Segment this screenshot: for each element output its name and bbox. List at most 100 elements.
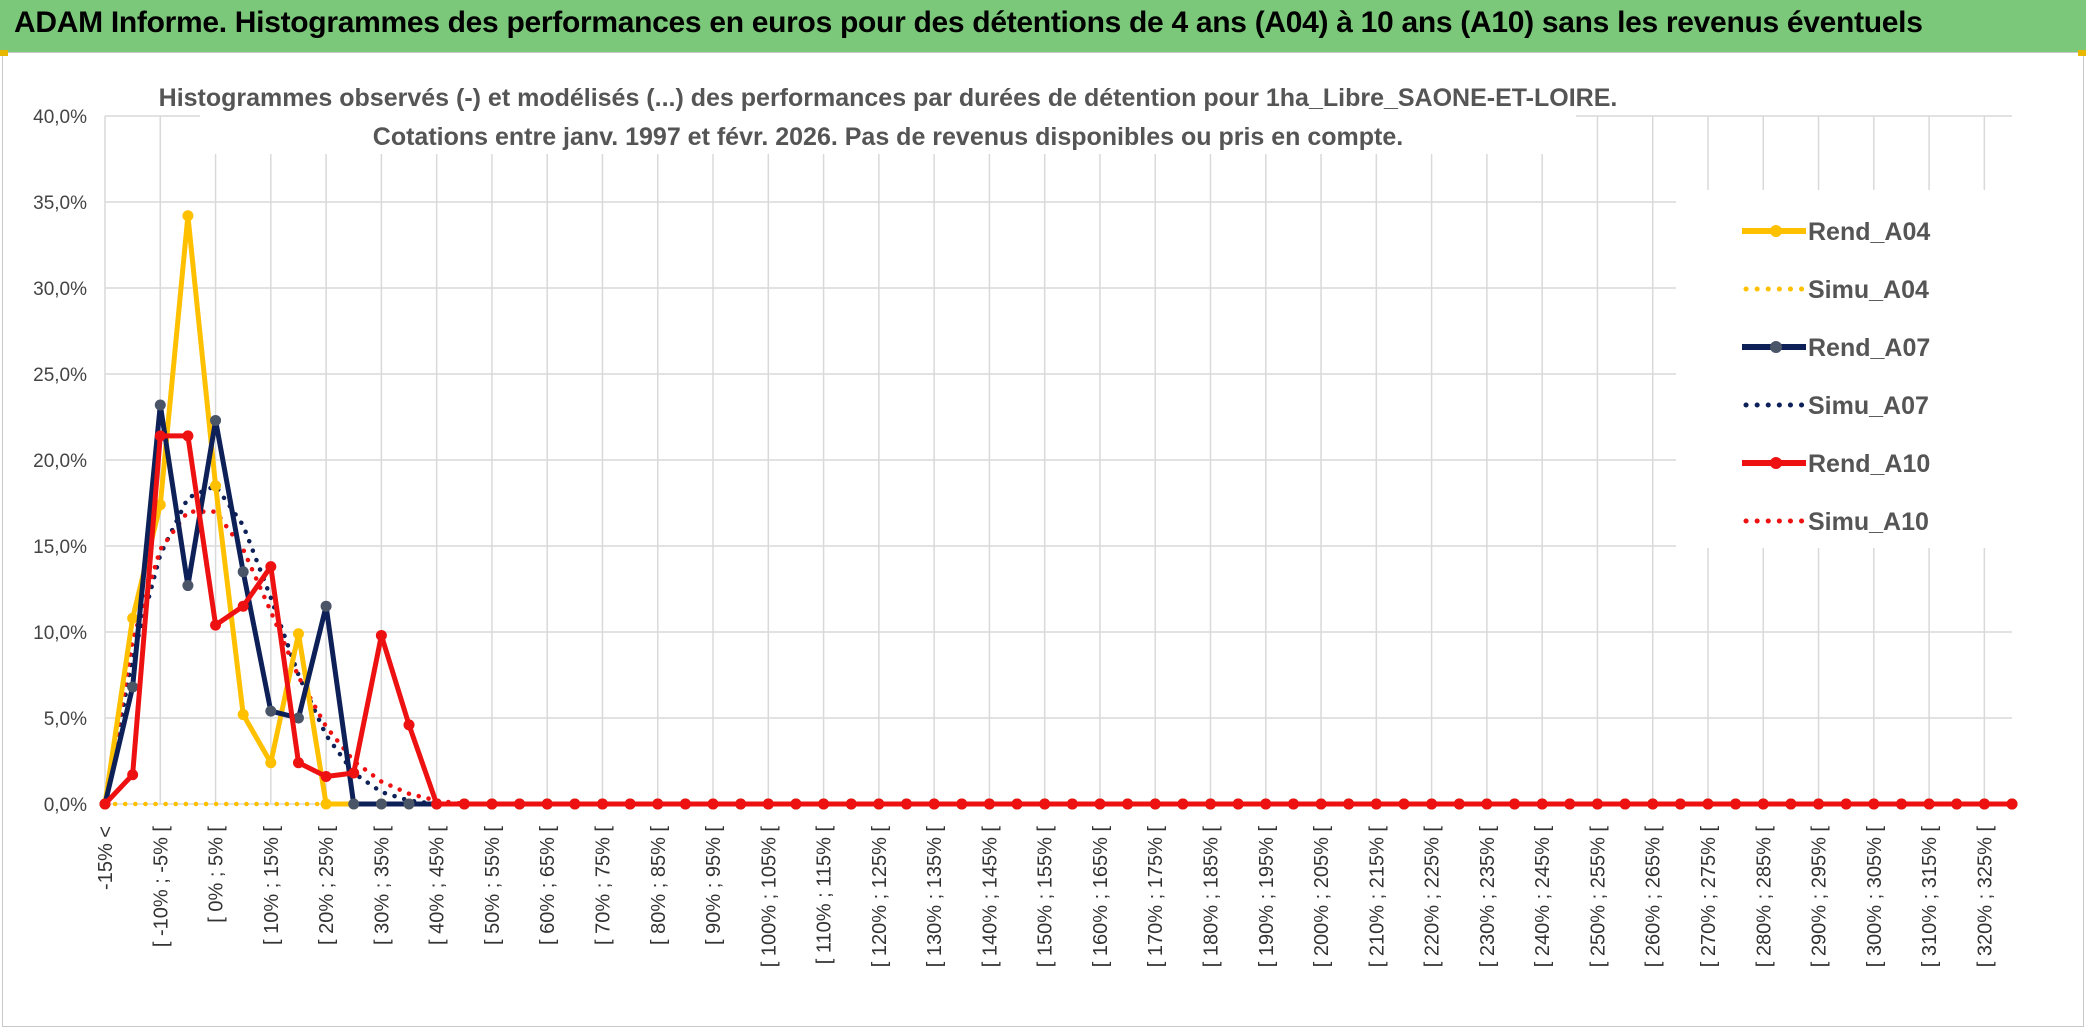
x-tick-label: [ 70% ; 75% [ bbox=[592, 826, 614, 945]
data-point bbox=[1315, 798, 1327, 810]
x-tick-label: [ 300% ; 305% [ bbox=[1864, 826, 1886, 968]
data-point bbox=[210, 619, 222, 631]
data-point bbox=[237, 709, 249, 721]
x-tick-label: [ 140% ; 145% [ bbox=[979, 826, 1001, 968]
x-tick-label: [ 120% ; 125% [ bbox=[869, 826, 891, 968]
data-point bbox=[1951, 798, 1963, 810]
data-point bbox=[127, 681, 139, 693]
data-point bbox=[320, 798, 332, 810]
x-tick-label: [ 290% ; 295% [ bbox=[1809, 826, 1831, 968]
data-point bbox=[1564, 798, 1576, 810]
data-point bbox=[127, 612, 139, 624]
data-point bbox=[514, 798, 526, 810]
legend-marker bbox=[1770, 341, 1782, 353]
data-point bbox=[1011, 798, 1023, 810]
legend-label: Simu_A10 bbox=[1808, 508, 1929, 536]
x-tick-label: [ 100% ; 105% [ bbox=[758, 826, 780, 968]
x-tick-label: [ 160% ; 165% [ bbox=[1090, 826, 1112, 968]
y-tick-label: 10,0% bbox=[33, 623, 87, 644]
x-tick-label: [ 280% ; 285% [ bbox=[1753, 826, 1775, 968]
data-point bbox=[348, 798, 360, 810]
data-point bbox=[1702, 798, 1714, 810]
data-point bbox=[624, 798, 636, 810]
data-point bbox=[99, 798, 111, 810]
data-point bbox=[1260, 798, 1272, 810]
x-tick-label: -15% < bbox=[95, 826, 117, 890]
series-line-rend_a10 bbox=[103, 433, 2012, 807]
data-point bbox=[1426, 798, 1438, 810]
data-point bbox=[292, 757, 304, 769]
legend: Rend_A04 Simu_A04 Rend_A07 Simu_A07 Rend_A10… bbox=[1742, 218, 1930, 536]
data-point bbox=[1149, 798, 1161, 810]
y-tick-label: 15,0% bbox=[33, 537, 87, 558]
x-tick-label: [ 40% ; 45% [ bbox=[427, 826, 449, 945]
data-point bbox=[873, 798, 885, 810]
legend-label: Simu_A07 bbox=[1808, 392, 1929, 420]
report-banner: ADAM Informe. Histogrammes des performan… bbox=[0, 0, 2086, 54]
data-point bbox=[292, 628, 304, 640]
data-point bbox=[265, 757, 277, 769]
x-tick-label: [ 200% ; 205% [ bbox=[1311, 826, 1333, 968]
data-point bbox=[1647, 798, 1659, 810]
x-tick-label: [ 90% ; 95% [ bbox=[703, 826, 725, 945]
data-point bbox=[182, 580, 194, 592]
legend-label: Rend_A10 bbox=[1808, 450, 1930, 478]
data-point bbox=[1536, 798, 1548, 810]
y-tick-label: 30,0% bbox=[33, 279, 87, 300]
y-tick-label: 0,0% bbox=[44, 795, 87, 816]
x-tick-label: [ 250% ; 255% [ bbox=[1587, 826, 1609, 968]
data-point bbox=[154, 399, 166, 411]
data-point bbox=[569, 798, 581, 810]
data-point bbox=[956, 798, 968, 810]
legend-label: Rend_A07 bbox=[1808, 334, 1930, 362]
data-point bbox=[1978, 798, 1990, 810]
x-tick-label: [ -10% ; -5% [ bbox=[150, 826, 172, 948]
x-tick-label: [ 210% ; 215% [ bbox=[1366, 826, 1388, 968]
legend-label: Simu_A04 bbox=[1808, 276, 1929, 304]
data-point bbox=[735, 798, 747, 810]
x-tick-label: [ 130% ; 135% [ bbox=[924, 826, 946, 968]
data-point bbox=[652, 798, 664, 810]
x-tick-label: [ 110% ; 115% [ bbox=[814, 826, 836, 965]
data-point bbox=[431, 798, 443, 810]
x-tick-label: [ 60% ; 65% [ bbox=[537, 826, 559, 945]
data-point bbox=[375, 798, 387, 810]
legend-label: Rend_A04 bbox=[1808, 218, 1930, 246]
x-tick-label: [ 240% ; 245% [ bbox=[1532, 826, 1554, 968]
x-tick-label: [ 50% ; 55% [ bbox=[482, 826, 504, 945]
data-point bbox=[182, 210, 194, 222]
data-point bbox=[900, 798, 912, 810]
x-tick-label: [ 0% ; 5% [ bbox=[206, 826, 228, 923]
data-point bbox=[762, 798, 774, 810]
data-point bbox=[265, 561, 277, 573]
y-tick-label: 40,0% bbox=[33, 107, 87, 128]
legend-marker bbox=[1770, 225, 1782, 237]
data-point bbox=[1674, 798, 1686, 810]
data-point bbox=[320, 770, 332, 782]
x-tick-label: [ 30% ; 35% [ bbox=[371, 826, 393, 945]
title-backdrop bbox=[200, 68, 1576, 154]
data-point bbox=[154, 430, 166, 442]
chart-title: Histogrammes observés (-) et modélisés (… bbox=[159, 84, 1618, 112]
data-point bbox=[154, 499, 166, 511]
data-point bbox=[127, 769, 139, 781]
data-point bbox=[1370, 798, 1382, 810]
data-point bbox=[1481, 798, 1493, 810]
data-point bbox=[983, 798, 995, 810]
x-tick-label: [ 230% ; 235% [ bbox=[1477, 826, 1499, 968]
series-lines bbox=[99, 210, 2018, 810]
data-point bbox=[403, 719, 415, 731]
data-point bbox=[1232, 798, 1244, 810]
data-point bbox=[486, 798, 498, 810]
corner-mark-right bbox=[2078, 50, 2086, 56]
data-point bbox=[1509, 798, 1521, 810]
data-point bbox=[596, 798, 608, 810]
data-point bbox=[1923, 798, 1935, 810]
data-point bbox=[1039, 798, 1051, 810]
data-point bbox=[845, 798, 857, 810]
legend-marker bbox=[1770, 457, 1782, 469]
data-point bbox=[237, 566, 249, 578]
data-point bbox=[1591, 798, 1603, 810]
x-tick-label: [ 150% ; 155% [ bbox=[1035, 826, 1057, 968]
